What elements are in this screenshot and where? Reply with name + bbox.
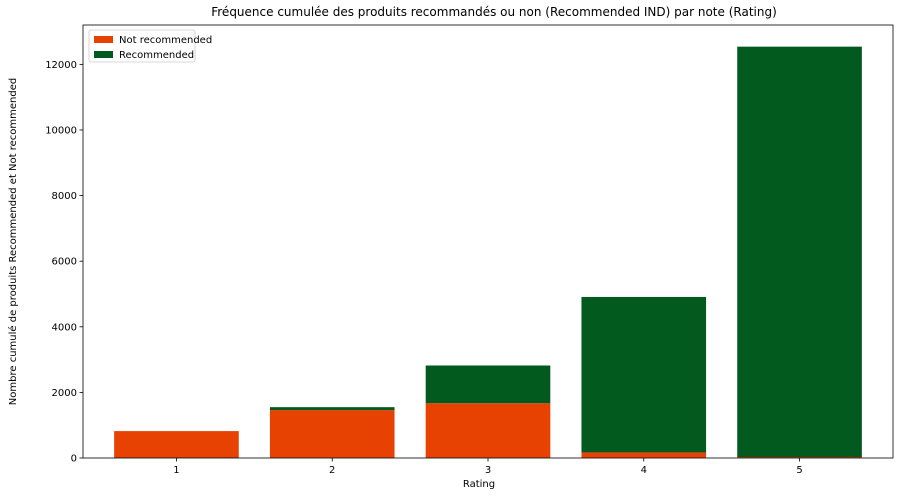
y-tick-label: 10000 [45, 125, 77, 136]
legend-swatch-not-recommended [94, 36, 113, 43]
legend-label-not-recommended: Not recommended [119, 35, 212, 46]
bar-not-recommended-rating-4 [581, 452, 707, 458]
y-axis: 0 2000 4000 6000 8000 10000 12000 [45, 60, 83, 465]
bar-recommended-rating-5 [737, 46, 862, 458]
bar-recommended-rating-4 [581, 296, 707, 453]
x-tick-label: 5 [796, 465, 802, 476]
x-tick-label: 4 [641, 465, 647, 476]
x-axis: 1 2 3 4 5 [173, 458, 803, 476]
y-tick-label: 8000 [52, 191, 77, 202]
bar-not-recommended-rating-5 [737, 457, 862, 458]
y-tick-label: 6000 [52, 257, 77, 268]
legend-label-recommended: Recommended [119, 50, 194, 61]
x-axis-label: Rating [463, 479, 495, 490]
legend-swatch-recommended [94, 51, 113, 58]
bar-not-recommended-rating-1 [114, 431, 239, 458]
y-axis-label: Nombre cumulé de produits Recommended et… [7, 78, 19, 405]
y-tick-label: 0 [71, 454, 77, 465]
chart-title: Fréquence cumulée des produits recommand… [211, 5, 777, 19]
y-tick-label: 4000 [52, 322, 77, 333]
bars-group [114, 46, 862, 458]
x-tick-label: 1 [173, 465, 179, 476]
bar-recommended-rating-3 [425, 365, 551, 404]
bar-not-recommended-rating-2 [269, 410, 395, 458]
y-tick-label: 2000 [52, 388, 77, 399]
legend: Not recommended Recommended [88, 29, 212, 63]
y-tick-label: 12000 [45, 60, 77, 71]
bar-recommended-rating-2 [269, 407, 395, 411]
x-tick-label: 2 [329, 465, 335, 476]
x-tick-label: 3 [485, 465, 491, 476]
bar-not-recommended-rating-3 [425, 403, 551, 458]
legend-box [88, 29, 196, 63]
